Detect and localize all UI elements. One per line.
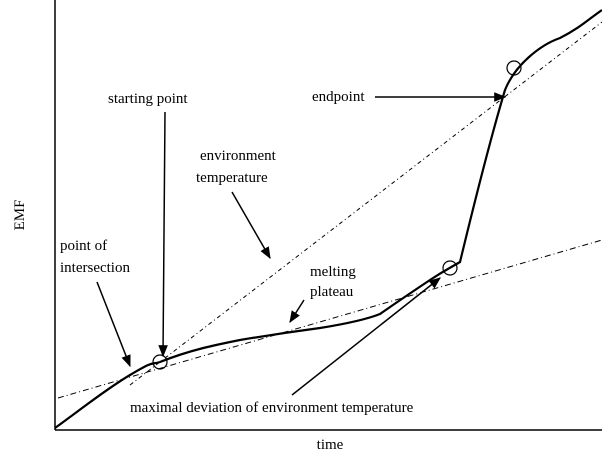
tangent-line (57, 239, 602, 399)
arrow (231, 191, 271, 260)
end-marker (506, 60, 522, 76)
x-axis-label: time (317, 437, 344, 453)
plateau-label: plateau (310, 284, 354, 300)
deviation-label: maximal deviation of environment tempera… (130, 400, 414, 416)
environment-line (129, 21, 602, 386)
intersection-label: point of (60, 238, 107, 254)
starting-point-label: starting point (108, 91, 188, 107)
arrow (289, 299, 305, 324)
endpoint-label: endpoint (312, 89, 365, 105)
environment-label: temperature (196, 170, 268, 186)
arrow (96, 281, 131, 368)
deviation-marker (442, 260, 458, 276)
arrow (291, 277, 441, 396)
y-axis-label: EMF (12, 200, 28, 231)
environment-label: environment (200, 148, 277, 164)
plateau-label: melting (310, 264, 356, 280)
emf-curve (54, 9, 602, 429)
intersection-label: intersection (60, 260, 130, 276)
arrow (158, 111, 168, 358)
